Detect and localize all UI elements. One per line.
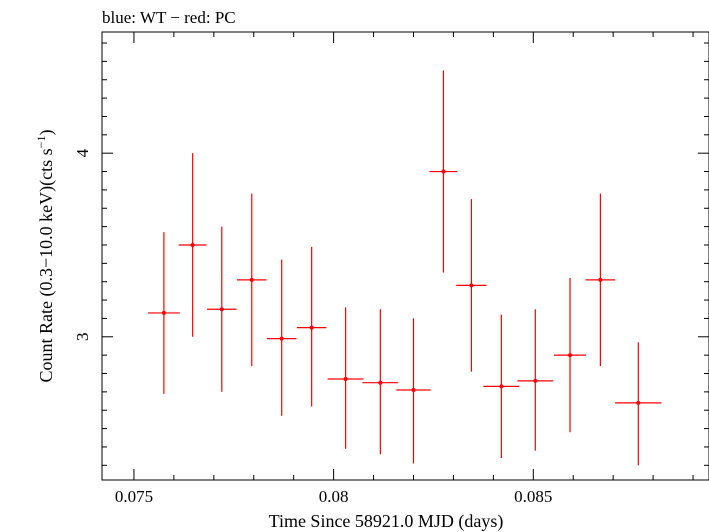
y-tick-label: 4 — [73, 148, 92, 157]
data-point — [178, 153, 207, 337]
data-point — [517, 309, 554, 451]
data-point — [296, 246, 327, 407]
data-point — [615, 342, 662, 466]
y-axis-title-sup: −1 — [34, 136, 48, 149]
point-marker — [378, 380, 383, 385]
data-point — [456, 199, 487, 372]
point-marker — [279, 336, 284, 341]
y-axis-title: Count Rate (0.3−10.0 keV)(cts s−1) — [34, 130, 57, 383]
x-tick-label: 0.08 — [319, 487, 349, 506]
point-marker — [533, 378, 538, 383]
x-axis-title: Time Since 58921.0 MJD (days) — [269, 511, 504, 532]
plot-frame — [101, 31, 709, 481]
data-point — [554, 278, 587, 433]
point-marker — [249, 277, 254, 282]
point-marker — [343, 377, 348, 382]
point-marker — [441, 169, 446, 174]
data-point — [207, 226, 237, 392]
point-marker — [190, 242, 195, 247]
point-marker — [636, 400, 641, 405]
data-point — [147, 232, 180, 394]
point-marker — [499, 384, 504, 389]
data-point — [429, 70, 458, 273]
point-marker — [161, 310, 166, 315]
y-axis-title-tail: ) — [36, 130, 57, 136]
y-tick-label: 3 — [73, 333, 92, 342]
data-point — [483, 314, 520, 458]
point-marker — [568, 353, 573, 358]
axis-ticks — [102, 32, 709, 480]
x-tick-label: 0.085 — [514, 487, 552, 506]
point-marker — [598, 277, 603, 282]
point-marker — [469, 283, 474, 288]
x-tick-labels: 0.075 0.08 0.085 — [115, 487, 553, 506]
data-point — [327, 307, 364, 449]
data-point — [396, 318, 431, 464]
point-marker — [411, 388, 416, 393]
data-point — [362, 309, 399, 455]
data-point — [266, 259, 297, 416]
point-marker — [309, 325, 314, 330]
y-axis-title-main: Count Rate (0.3−10.0 keV)(cts s — [36, 148, 57, 382]
chart-title: blue: WT − red: PC — [102, 8, 236, 27]
x-tick-label: 0.075 — [115, 487, 153, 506]
data-points — [147, 70, 662, 466]
data-point — [236, 193, 267, 367]
y-tick-labels: 34 — [73, 148, 92, 341]
point-marker — [219, 307, 224, 312]
data-point — [585, 193, 616, 367]
